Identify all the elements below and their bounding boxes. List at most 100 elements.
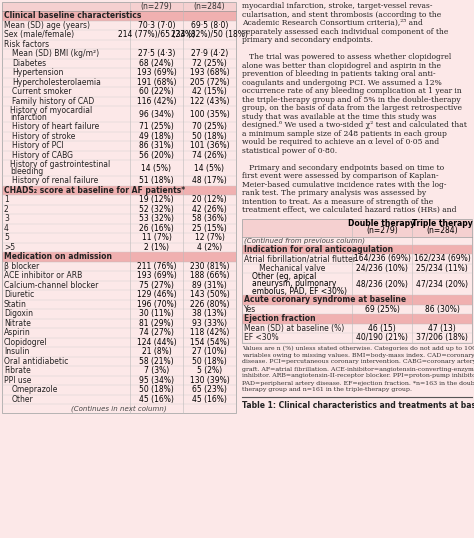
Text: 69 (25%): 69 (25%) <box>365 305 400 314</box>
Text: 75 (27%): 75 (27%) <box>139 281 174 290</box>
Text: 118 (42%): 118 (42%) <box>190 328 229 337</box>
Text: 42 (15%): 42 (15%) <box>192 87 227 96</box>
Text: Nitrate: Nitrate <box>4 318 31 328</box>
Text: 19 (12%): 19 (12%) <box>139 195 174 204</box>
Text: a minimum sample size of 248 patients in each group: a minimum sample size of 248 patients in… <box>242 130 447 138</box>
Text: History of stroke: History of stroke <box>12 132 75 141</box>
Text: 56 (20%): 56 (20%) <box>139 151 174 160</box>
Text: 30 (11%): 30 (11%) <box>139 309 174 318</box>
Text: 58 (36%): 58 (36%) <box>192 214 227 223</box>
Text: Double therapy: Double therapy <box>348 219 416 228</box>
Text: 60 (22%): 60 (22%) <box>139 87 174 96</box>
Text: 86 (31%): 86 (31%) <box>139 141 174 150</box>
Text: 68 (24%): 68 (24%) <box>139 59 174 68</box>
Text: would be required to achieve an α level of 0·05 and: would be required to achieve an α level … <box>242 138 439 146</box>
Text: 58 (21%): 58 (21%) <box>139 357 174 366</box>
Text: Atrial fibrillation/atrial flutter: Atrial fibrillation/atrial flutter <box>244 254 356 263</box>
Text: Values are n (%) unless stated otherwise. Categories do not add up to 100% for a: Values are n (%) unless stated otherwise… <box>242 345 474 351</box>
Text: >5: >5 <box>4 243 15 252</box>
Bar <box>242 218 472 343</box>
Text: prevention of bleeding in patients taking oral anti-: prevention of bleeding in patients takin… <box>242 70 436 78</box>
Text: Family history of CAD: Family history of CAD <box>12 97 94 106</box>
Text: Mean (SD) BMI (kg/m²): Mean (SD) BMI (kg/m²) <box>12 49 99 58</box>
Text: disease. PCI=percutaneous coronary intervention. CABG=coronary artery bypass: disease. PCI=percutaneous coronary inter… <box>242 359 474 365</box>
Text: 193 (69%): 193 (69%) <box>137 271 176 280</box>
Text: 1: 1 <box>4 195 9 204</box>
Text: Clinical baseline characteristics: Clinical baseline characteristics <box>4 11 141 20</box>
Text: graft. AF=atrial fibrillation. ACE-inhibitor=angiotensin-converting-enzyme: graft. AF=atrial fibrillation. ACE-inhib… <box>242 366 474 372</box>
Text: 24/236 (10%): 24/236 (10%) <box>356 264 408 273</box>
Text: 226 (80%): 226 (80%) <box>190 300 229 309</box>
Text: 25 (15%): 25 (15%) <box>192 224 227 233</box>
Text: bleeding: bleeding <box>10 167 43 176</box>
Text: History of myocardial: History of myocardial <box>10 106 92 115</box>
Text: 37/206 (18%): 37/206 (18%) <box>416 333 468 342</box>
Text: 26 (16%): 26 (16%) <box>139 224 174 233</box>
Text: PAD=peripheral artery disease. EF=ejection fraction. *n=163 in the double-: PAD=peripheral artery disease. EF=ejecti… <box>242 380 474 386</box>
Text: 101 (36%): 101 (36%) <box>190 141 229 150</box>
Text: Mean (SD) age (years): Mean (SD) age (years) <box>4 21 90 30</box>
Text: 52 (32%): 52 (32%) <box>139 205 174 214</box>
Text: Primary and secondary endpoints based on time to: Primary and secondary endpoints based on… <box>242 164 444 172</box>
Text: Other: Other <box>12 395 34 404</box>
Text: 21 (8%): 21 (8%) <box>142 347 172 356</box>
Bar <box>242 295 472 305</box>
Text: Risk factors: Risk factors <box>4 40 49 49</box>
Text: Current smoker: Current smoker <box>12 87 72 96</box>
Text: therapy group and n=161 in the triple-therapy group.: therapy group and n=161 in the triple-th… <box>242 387 412 393</box>
Text: Acute coronary syndrome at baseline: Acute coronary syndrome at baseline <box>244 295 406 305</box>
Text: 70·3 (7·0): 70·3 (7·0) <box>138 21 175 30</box>
Text: myocardial infarction, stroke, target-vessel revas-: myocardial infarction, stroke, target-ve… <box>242 2 432 10</box>
Text: Medication on admission: Medication on admission <box>4 252 112 261</box>
Text: 124 (44%): 124 (44%) <box>137 338 176 347</box>
Text: Hypercholesterolaemia: Hypercholesterolaemia <box>12 78 101 87</box>
Text: 72 (25%): 72 (25%) <box>192 59 227 68</box>
Text: 49 (18%): 49 (18%) <box>139 132 174 141</box>
Text: History of gastrointestinal: History of gastrointestinal <box>10 160 110 169</box>
Text: 205 (72%): 205 (72%) <box>190 78 229 87</box>
Text: History of renal failure: History of renal failure <box>12 176 98 185</box>
Text: 95 (34%): 95 (34%) <box>139 376 174 385</box>
Text: (n=284): (n=284) <box>194 2 225 11</box>
Text: Omeprazole: Omeprazole <box>12 385 58 394</box>
Text: 196 (70%): 196 (70%) <box>137 300 176 309</box>
Text: occurrence rate of any bleeding complication at 1 year in: occurrence rate of any bleeding complica… <box>242 87 462 95</box>
Text: 47/234 (20%): 47/234 (20%) <box>416 280 468 288</box>
Text: Sex (male/female): Sex (male/female) <box>4 30 74 39</box>
Text: 116 (42%): 116 (42%) <box>137 97 176 106</box>
Text: Insulin: Insulin <box>4 347 29 356</box>
Text: 5 (2%): 5 (2%) <box>197 366 222 375</box>
Text: 211 (76%): 211 (76%) <box>137 262 176 271</box>
Bar <box>242 244 472 254</box>
Text: study that was available at the time this study was: study that was available at the time thi… <box>242 113 437 121</box>
Text: 89 (31%): 89 (31%) <box>192 281 227 290</box>
Text: 4: 4 <box>4 224 9 233</box>
Text: 143 (50%): 143 (50%) <box>190 290 229 299</box>
Text: 93 (33%): 93 (33%) <box>192 318 227 328</box>
Text: 2: 2 <box>4 205 9 214</box>
Text: 45 (16%): 45 (16%) <box>192 395 227 404</box>
Text: 188 (66%): 188 (66%) <box>190 271 229 280</box>
Text: 81 (29%): 81 (29%) <box>139 318 174 328</box>
Text: History of CABG: History of CABG <box>12 151 73 160</box>
Text: β blocker: β blocker <box>4 262 39 271</box>
Text: (Continued from previous column): (Continued from previous column) <box>244 237 365 244</box>
Text: variables owing to missing values. BMI=body-mass index. CAD=coronary artery: variables owing to missing values. BMI=b… <box>242 352 474 357</box>
Text: 48/236 (20%): 48/236 (20%) <box>356 280 408 288</box>
Text: 45 (16%): 45 (16%) <box>139 395 174 404</box>
Text: 70 (25%): 70 (25%) <box>192 122 227 131</box>
Text: 130 (39%): 130 (39%) <box>190 376 229 385</box>
Text: Aspirin: Aspirin <box>4 328 31 337</box>
Text: 5: 5 <box>4 233 9 242</box>
Text: 65 (23%): 65 (23%) <box>192 385 227 394</box>
Text: alone was better than clopidogrel and aspirin in the: alone was better than clopidogrel and as… <box>242 62 441 70</box>
Text: (n=279): (n=279) <box>366 226 398 235</box>
Text: Triple therapy: Triple therapy <box>411 219 473 228</box>
Text: 191 (68%): 191 (68%) <box>137 78 176 87</box>
Text: 193 (68%): 193 (68%) <box>190 68 229 77</box>
Text: 47 (13): 47 (13) <box>428 324 456 332</box>
Text: first event were assessed by comparison of Kaplan-: first event were assessed by comparison … <box>242 172 438 180</box>
Text: 27 (10%): 27 (10%) <box>192 347 227 356</box>
Text: The trial was powered to assess whether clopidogrel: The trial was powered to assess whether … <box>242 53 451 61</box>
Text: Diabetes: Diabetes <box>12 59 46 68</box>
